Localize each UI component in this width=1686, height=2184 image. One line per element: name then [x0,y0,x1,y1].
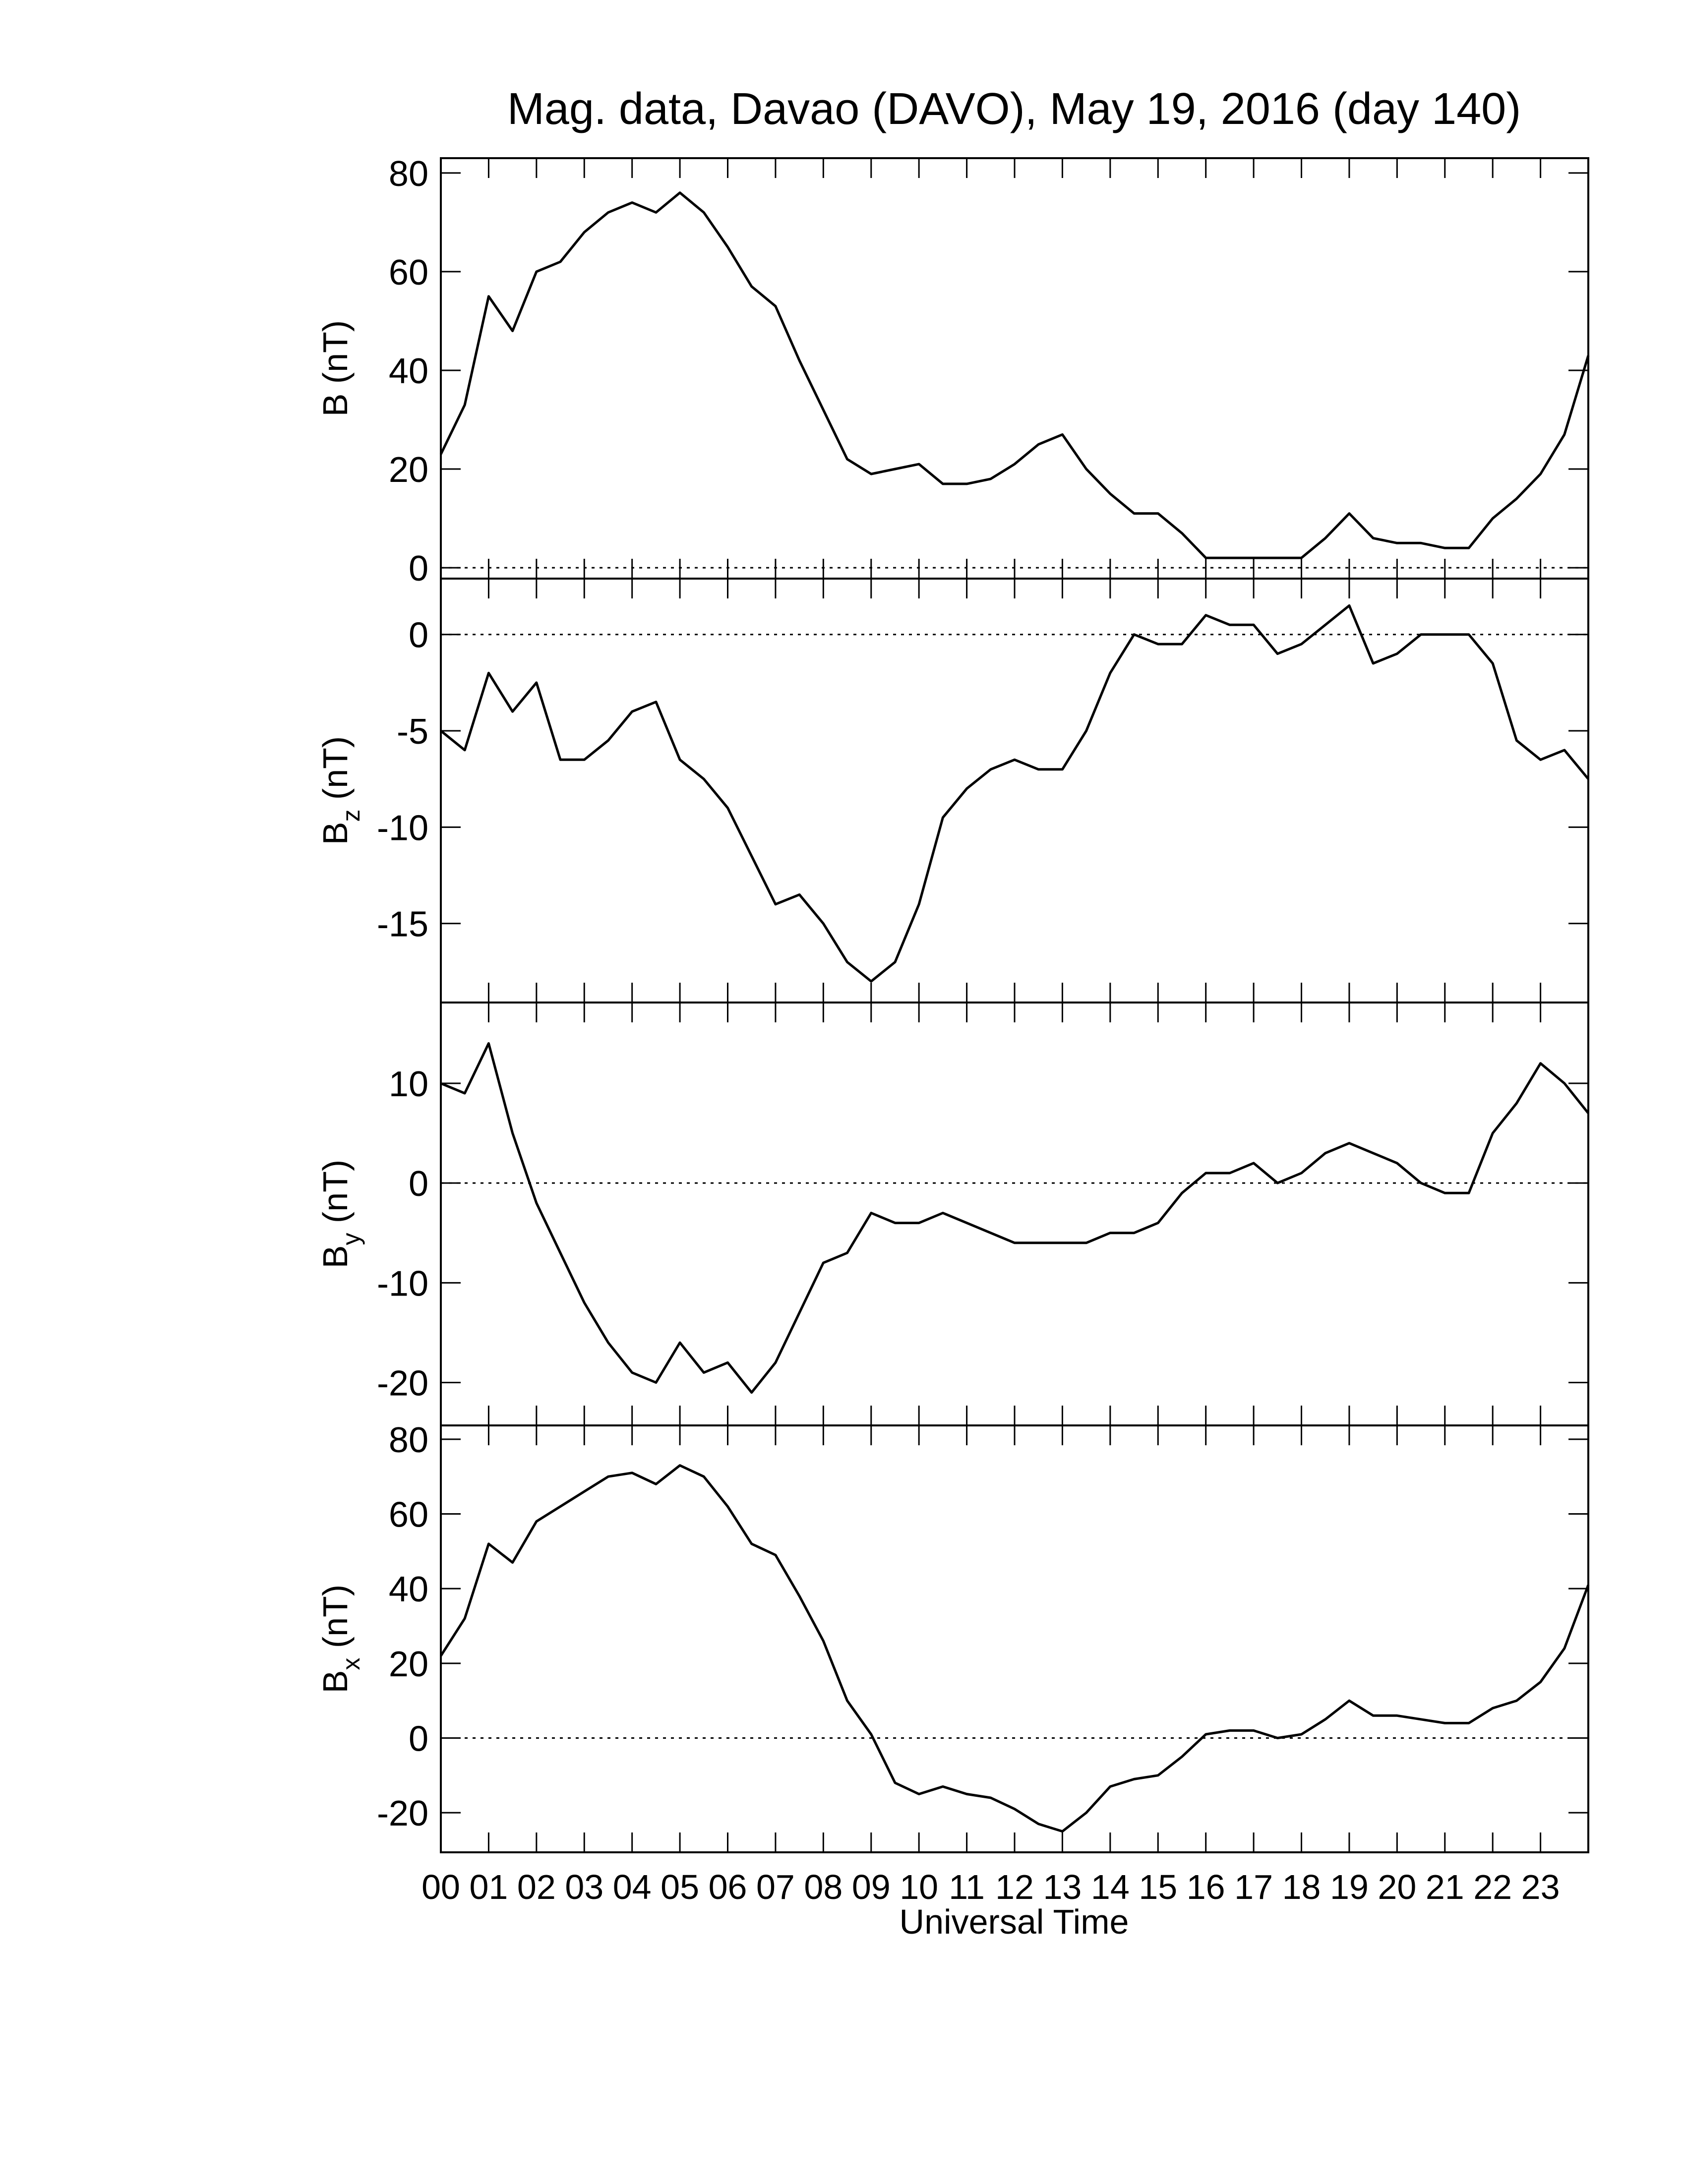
y-label-unit: (nT) [316,1160,355,1223]
y-tick-label: -10 [377,808,428,848]
x-tick-label: 18 [1282,1868,1321,1906]
plot-frame [440,578,1589,1003]
y-tick-label: 0 [409,1164,428,1204]
y-label-symbol: B [316,394,355,417]
x-tick-label: 17 [1234,1868,1273,1906]
x-tick-label: 00 [422,1868,460,1906]
y-tick-label: -5 [397,712,428,752]
x-tick-label: 12 [995,1868,1034,1906]
y-tick-label: 20 [389,450,428,490]
y-label-unit: (nT) [316,1585,355,1648]
x-tick-label: 09 [852,1868,891,1906]
y-tick-label: 60 [389,253,428,293]
y-label-subscript: y [337,1233,365,1245]
y-tick-label: 40 [389,352,428,391]
y-axis-label: Bx (nT) [316,1585,365,1693]
y-tick-label: -15 [377,905,428,944]
data-line [440,604,1589,983]
x-tick-label: 13 [1043,1868,1082,1906]
plot-frame [440,1002,1589,1426]
y-tick-label: -20 [377,1794,428,1833]
x-tick-label: 05 [661,1868,699,1906]
y-tick-label: 0 [409,1719,428,1759]
x-tick-label: 08 [804,1868,843,1906]
x-tick-label: 06 [709,1868,747,1906]
x-tick-label: 14 [1091,1868,1130,1906]
y-tick-label: 80 [389,154,428,194]
x-tick-label: 19 [1330,1868,1369,1906]
y-label-space [316,1648,355,1657]
y-tick-label: 0 [409,549,428,589]
x-tick-label: 22 [1473,1868,1512,1906]
x-tick-label: 04 [613,1868,652,1906]
y-tick-label: -10 [377,1264,428,1303]
data-line [439,1464,1590,1833]
y-tick-label: 60 [389,1495,428,1535]
y-label-unit: (nT) [316,736,355,800]
x-tick-label: 01 [469,1868,508,1906]
y-label-subscript: z [337,810,365,822]
x-tick-label: 10 [900,1868,938,1906]
y-axis-label: B (nT) [316,320,355,416]
x-tick-label: 20 [1378,1868,1416,1906]
y-label-symbol: B [316,1670,355,1694]
y-tick-label: 0 [409,616,428,655]
y-label-symbol: B [316,1245,355,1269]
chart-title: Mag. data, Davao (DAVO), May 19, 2016 (d… [507,84,1521,134]
x-tick-label: 03 [565,1868,603,1906]
data-line [440,1042,1589,1394]
y-label-space [316,384,355,393]
y-label-space [316,800,355,809]
y-label-unit: (nT) [316,320,355,384]
x-tick-label: 21 [1426,1868,1464,1906]
y-tick-label: 80 [389,1420,428,1460]
x-tick-label: 23 [1521,1868,1560,1906]
y-tick-label: -20 [377,1363,428,1403]
y-axis-label: Bz (nT) [316,736,365,845]
y-label-subscript: x [337,1658,365,1670]
data-line [439,191,1590,559]
y-label-space [316,1223,355,1233]
x-tick-label: 02 [517,1868,556,1906]
x-tick-label: 11 [949,1868,985,1906]
plot-frame [440,157,1589,580]
y-tick-label: 20 [389,1645,428,1684]
y-axis-label: By (nT) [316,1160,365,1268]
plot-frame [440,1424,1589,1853]
y-tick-label: 40 [389,1570,428,1609]
x-tick-label: 16 [1187,1868,1225,1906]
x-tick-label: 07 [756,1868,795,1906]
y-tick-label: 10 [389,1064,428,1104]
x-tick-label: 15 [1139,1868,1177,1906]
x-axis-label: Universal Time [900,1902,1129,1941]
y-label-symbol: B [316,822,355,845]
